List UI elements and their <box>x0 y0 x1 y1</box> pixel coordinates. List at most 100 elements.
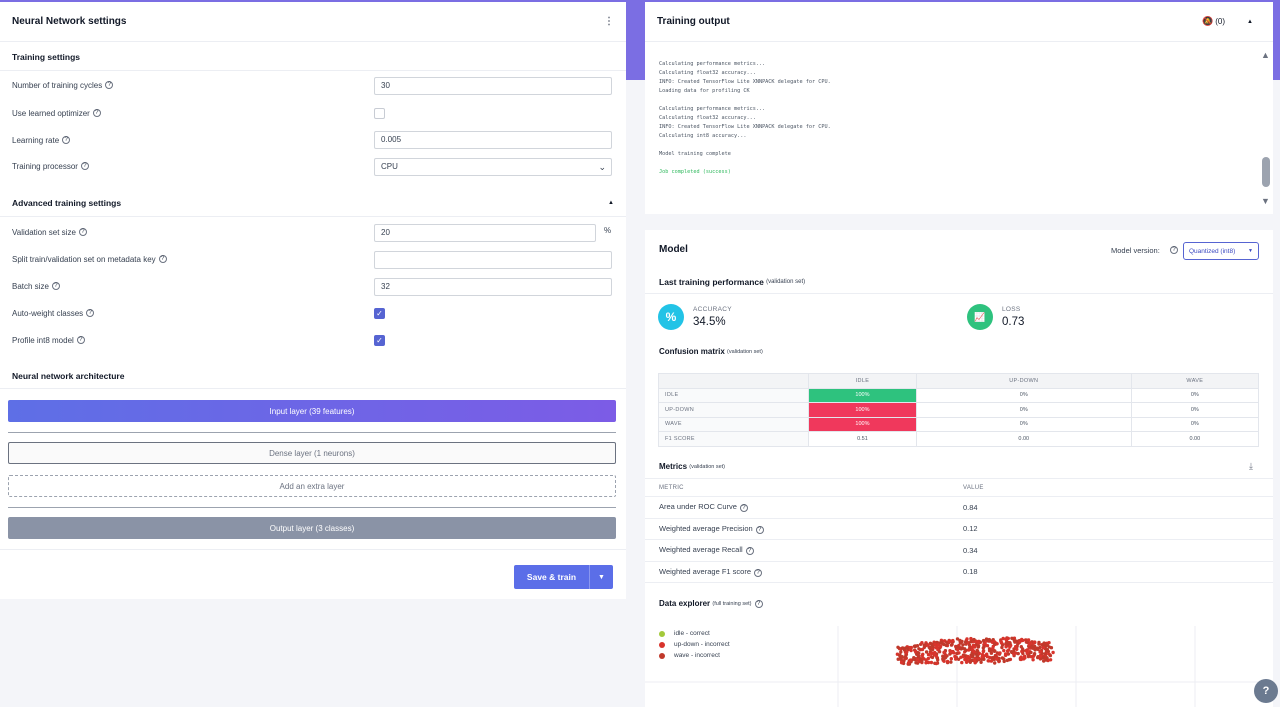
f1-cell: 0.00 <box>1130 431 1260 447</box>
auto-weight-checkbox[interactable]: ✓ <box>374 308 385 319</box>
column-header: UP-DOWN <box>915 373 1132 389</box>
learned-optimizer-checkbox[interactable] <box>374 108 385 119</box>
scatter-point <box>975 649 980 653</box>
scatter-point <box>1032 652 1037 656</box>
processor-select[interactable]: CPU ⌄ <box>374 158 612 176</box>
scatter-point <box>924 650 929 654</box>
architecture-heading: Neural network architecture <box>0 364 626 389</box>
metric-name: Area under ROC Curve <box>659 502 737 512</box>
help-icon[interactable]: ? <box>80 162 89 170</box>
split-key-input[interactable] <box>374 251 612 269</box>
learning-rate-input[interactable]: 0.005 <box>374 131 612 149</box>
input-layer[interactable]: Input layer (39 features) <box>8 400 616 422</box>
scatter-point <box>896 645 900 649</box>
scatter-point <box>977 651 981 656</box>
scatter-point <box>989 651 994 655</box>
help-icon[interactable]: ? <box>739 504 748 513</box>
validation-size-input[interactable]: 20 <box>374 224 596 242</box>
collapse-icon[interactable]: ▲ <box>608 200 614 206</box>
advanced-settings-header[interactable]: Advanced training settings ▲ <box>0 190 626 217</box>
more-options-icon[interactable]: ⋮ <box>604 16 614 27</box>
learned-optimizer-label: Use learned optimizer <box>12 108 90 118</box>
scatter-point <box>1019 655 1023 659</box>
scatter-point <box>930 655 935 660</box>
save-train-button[interactable]: Save & train <box>514 565 589 589</box>
scatter-point <box>1016 651 1020 656</box>
caret-down-icon: ▼ <box>1248 248 1253 254</box>
scatter-point <box>955 645 959 649</box>
help-icon[interactable]: ? <box>62 136 71 144</box>
profile-int8-checkbox[interactable]: ✓ <box>374 335 385 346</box>
scatter-point <box>958 638 962 643</box>
model-version-select[interactable]: Quantized (int8) ▼ <box>1183 242 1259 260</box>
scatter-point <box>973 645 977 649</box>
scatter-point <box>929 660 934 665</box>
scatter-point <box>1045 649 1049 653</box>
help-icon[interactable]: ? <box>105 81 114 89</box>
help-icon[interactable]: ? <box>92 109 101 117</box>
help-icon[interactable]: ? <box>754 568 762 577</box>
scatter-point <box>1001 636 1005 641</box>
scatter-point <box>909 648 913 653</box>
add-layer-button[interactable]: Add an extra layer <box>8 475 616 497</box>
help-icon[interactable]: ? <box>755 525 764 534</box>
scatter-point <box>1025 648 1029 652</box>
scatter-point <box>1043 652 1047 656</box>
notification-count[interactable]: (0) <box>1215 17 1226 26</box>
processor-label: Training processor <box>12 161 78 171</box>
scatter-point <box>993 642 997 646</box>
scatter-point <box>1000 645 1004 650</box>
legend-dot <box>659 652 665 659</box>
data-explorer-plot[interactable] <box>645 620 1273 707</box>
scatter-point <box>989 659 994 663</box>
panel-title: Neural Network settings <box>12 16 127 27</box>
scatter-point <box>915 644 920 648</box>
loss-value: 0.73 <box>1002 316 1025 328</box>
help-icon[interactable]: ? <box>754 599 763 608</box>
help-button[interactable]: ? <box>1254 679 1278 703</box>
bell-off-icon[interactable]: 🔕 <box>1202 16 1214 26</box>
help-icon[interactable]: ? <box>78 228 87 236</box>
scatter-point <box>924 658 928 662</box>
scatter-point <box>920 647 925 652</box>
log-scrollbar[interactable]: ▲ ▼ <box>1259 46 1273 214</box>
scatter-point <box>1015 639 1019 643</box>
output-layer[interactable]: Output layer (3 classes) <box>8 517 616 539</box>
scroll-thumb[interactable] <box>1262 157 1270 187</box>
scatter-point <box>913 649 918 654</box>
scatter-point <box>896 657 900 661</box>
scatter-point <box>908 658 913 662</box>
version-value: Quantized (int8) <box>1189 247 1236 255</box>
legend-dot <box>659 641 665 648</box>
help-icon[interactable]: ? <box>745 547 754 556</box>
help-icon[interactable]: ? <box>51 282 60 290</box>
scatter-point <box>1020 637 1024 642</box>
scatter-point <box>941 657 945 661</box>
metric-value: 0.84 <box>963 502 978 512</box>
caret-down-icon: ▼ <box>598 573 605 581</box>
help-icon[interactable]: ? <box>158 255 167 263</box>
scatter-point <box>973 661 977 665</box>
help-icon[interactable]: ? <box>1170 246 1178 254</box>
scroll-up-icon[interactable]: ▲ <box>1261 50 1270 60</box>
download-icon[interactable]: ⤓ <box>1249 461 1253 471</box>
training-cycles-input[interactable]: 30 <box>374 77 612 95</box>
help-icon[interactable]: ? <box>86 309 95 317</box>
footer-divider <box>0 549 626 550</box>
batch-size-input[interactable]: 32 <box>374 278 612 296</box>
scatter-point <box>933 642 937 647</box>
scatter-point <box>985 655 990 659</box>
scatter-point <box>949 649 953 654</box>
collapse-icon[interactable]: ▲ <box>1247 18 1253 25</box>
scatter-point <box>1049 646 1054 650</box>
scatter-point <box>1006 652 1011 656</box>
perf-title: Last training performance <box>659 276 764 287</box>
dense-layer[interactable]: Dense layer (1 neurons) <box>8 442 616 464</box>
metrics-heading: Metrics (validation set) <box>659 462 725 471</box>
save-options-dropdown[interactable]: ▼ <box>589 565 613 589</box>
help-icon[interactable]: ? <box>76 336 85 344</box>
scroll-down-icon[interactable]: ▼ <box>1261 196 1270 206</box>
matrix-cell: 0% <box>1130 402 1260 418</box>
percent-icon: % <box>658 304 684 330</box>
legend-label: wave - incorrect <box>674 652 720 659</box>
